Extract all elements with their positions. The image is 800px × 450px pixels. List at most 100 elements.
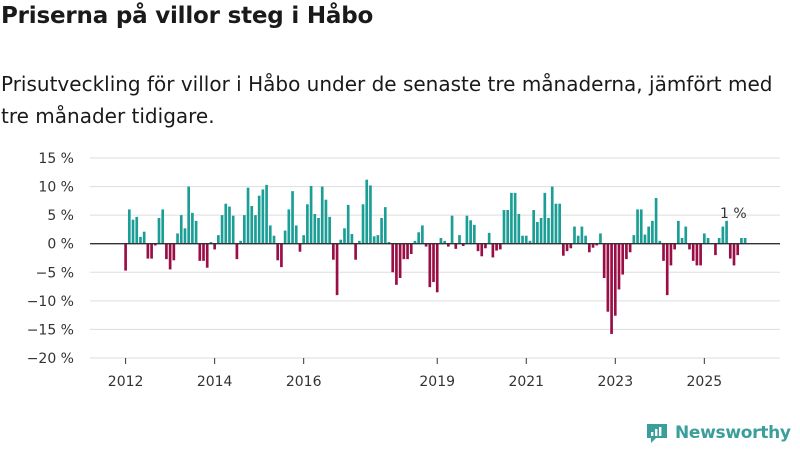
bar [242, 215, 246, 244]
bar [691, 243, 695, 261]
bar [721, 226, 725, 244]
y-tick-label: −15 % [27, 322, 74, 338]
bar [369, 185, 372, 244]
x-axis-ticks: 2012 2014 2016 2019 2021 2023 2025 [108, 358, 722, 390]
bar [554, 203, 558, 244]
bar [580, 226, 584, 244]
bar [187, 186, 191, 244]
bar [450, 215, 454, 244]
y-tick-label: 5 % [47, 208, 74, 224]
bar [576, 235, 580, 244]
bar [610, 243, 613, 334]
bar [465, 215, 469, 244]
bar [231, 215, 235, 244]
bar [476, 243, 480, 252]
bar [372, 236, 376, 244]
bar [161, 209, 165, 244]
x-tick-label: 2016 [286, 374, 322, 390]
bar [254, 215, 257, 244]
bar [320, 186, 324, 244]
bar [402, 243, 406, 260]
bar [361, 204, 365, 244]
bar [139, 236, 142, 244]
bar [684, 226, 688, 244]
bar [613, 243, 617, 316]
x-tick-label: 2021 [508, 374, 544, 390]
bar [439, 238, 443, 244]
x-tick-label: 2012 [108, 374, 144, 390]
bar [562, 243, 565, 256]
bar [565, 243, 569, 252]
x-tick-label: 2023 [597, 374, 633, 390]
bar [725, 220, 728, 244]
bar [528, 240, 532, 244]
bar [391, 243, 395, 273]
bar [717, 238, 721, 244]
newsworthy-brand[interactable]: Newsworthy [645, 420, 791, 446]
bar [539, 218, 543, 244]
bar [409, 243, 413, 254]
bar [365, 179, 369, 244]
bar [265, 184, 268, 244]
bar [665, 243, 669, 296]
bar [328, 216, 331, 244]
bar [417, 232, 421, 244]
bar [536, 222, 539, 244]
bar [702, 233, 706, 244]
bar [157, 218, 161, 244]
bar [246, 187, 250, 244]
x-tick-label: 2019 [419, 374, 455, 390]
bar [209, 242, 213, 244]
bar [495, 243, 498, 251]
bar [443, 240, 446, 244]
bar [324, 199, 328, 244]
y-tick-label: 10 % [38, 180, 74, 196]
bar [654, 198, 658, 244]
bar [673, 243, 676, 250]
bar [302, 235, 306, 244]
bar [313, 214, 317, 244]
bar [217, 235, 220, 244]
bar [651, 220, 654, 244]
x-tick-label: 2025 [687, 374, 723, 390]
bar [628, 243, 632, 253]
bar [380, 218, 383, 244]
bar [621, 243, 625, 275]
bar [239, 240, 242, 244]
bar [179, 215, 183, 244]
brand-name: Newsworthy [675, 423, 791, 443]
bar [643, 234, 647, 244]
bar [573, 226, 576, 244]
bar [306, 204, 309, 244]
newsworthy-logo-icon [647, 424, 667, 443]
bar [543, 192, 547, 244]
bar [558, 203, 561, 244]
bar [127, 209, 131, 244]
bar [736, 243, 740, 256]
bar [142, 231, 146, 244]
bar [517, 214, 521, 244]
bar [339, 239, 343, 244]
bar [728, 243, 732, 259]
bar [428, 243, 432, 288]
bar [732, 243, 736, 266]
bar [658, 240, 662, 244]
bar [480, 243, 484, 257]
bar [350, 234, 354, 244]
bar [547, 218, 550, 244]
chart-subtitle: Prisutveckling för villor i Håbo under d… [1, 72, 773, 128]
bar [714, 243, 717, 256]
bar [591, 243, 595, 248]
bar [343, 228, 346, 244]
bar [172, 243, 176, 261]
y-tick-label: 15 % [38, 151, 74, 167]
bar [346, 204, 350, 244]
bar [294, 225, 298, 244]
bar [220, 215, 224, 244]
bar [454, 243, 458, 249]
bar [487, 232, 491, 244]
bar [458, 235, 461, 244]
y-tick-label: −10 % [27, 294, 74, 310]
bar [599, 233, 602, 244]
y-tick-label: 0 % [47, 237, 74, 253]
